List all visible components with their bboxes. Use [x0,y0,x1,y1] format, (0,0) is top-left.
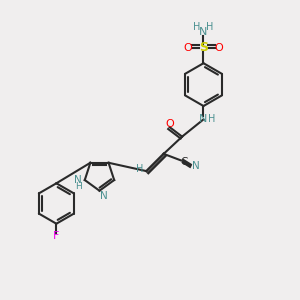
Text: H: H [206,22,214,32]
Text: C: C [181,157,188,166]
Text: N: N [199,114,208,124]
Text: O: O [184,43,192,53]
Text: N: N [74,175,82,185]
Text: N: N [100,191,108,201]
Text: H: H [208,114,215,124]
Text: F: F [53,231,60,241]
Text: H: H [136,164,144,174]
Text: O: O [165,119,174,129]
Text: N: N [193,161,200,171]
Text: H: H [193,22,201,32]
Text: N: N [199,27,208,37]
Text: O: O [214,43,223,53]
Text: S: S [199,41,208,54]
Text: H: H [75,182,82,191]
